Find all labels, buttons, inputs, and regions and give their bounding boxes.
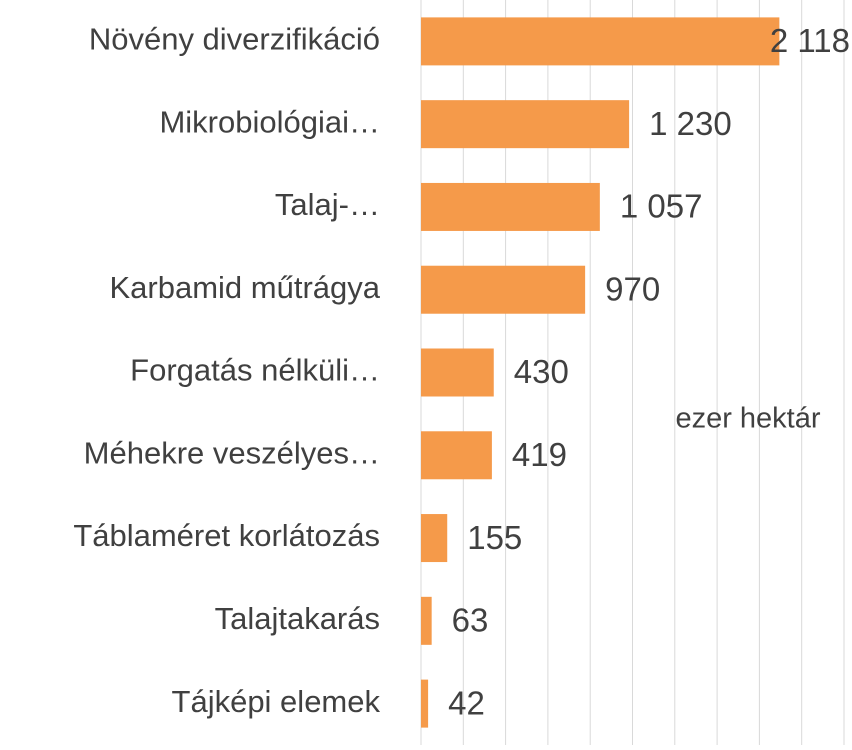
value-label: 419 <box>512 436 567 473</box>
bar <box>421 265 586 314</box>
value-label: 970 <box>605 270 660 307</box>
bar <box>421 182 600 231</box>
bar <box>421 679 429 728</box>
unit-annotation: ezer hektár <box>675 403 820 435</box>
category-label: Növény diverzifikáció <box>89 22 380 57</box>
bar <box>421 596 432 645</box>
value-label: 1 057 <box>620 188 703 225</box>
category-label: Táblaméret korlátozás <box>73 518 380 553</box>
value-label: 2 118 <box>770 22 850 59</box>
category-label: Forgatás nélküli… <box>130 353 380 388</box>
category-label: Méhekre veszélyes… <box>84 435 380 470</box>
category-label: Talajtakarás <box>215 601 380 636</box>
category-label: Mikrobiológiai… <box>159 104 380 139</box>
value-label: 155 <box>467 519 522 556</box>
bar <box>421 514 448 563</box>
category-label: Tájképi elemek <box>172 684 381 719</box>
bar <box>421 100 630 149</box>
value-label: 42 <box>448 684 485 721</box>
bar <box>421 17 780 66</box>
value-label: 1 230 <box>649 105 732 142</box>
value-label: 430 <box>514 353 569 390</box>
bar <box>421 348 494 397</box>
bar <box>421 431 492 480</box>
value-label: 63 <box>452 602 489 639</box>
category-label: Karbamid műtrágya <box>109 270 380 305</box>
category-label: Talaj-… <box>275 187 380 222</box>
